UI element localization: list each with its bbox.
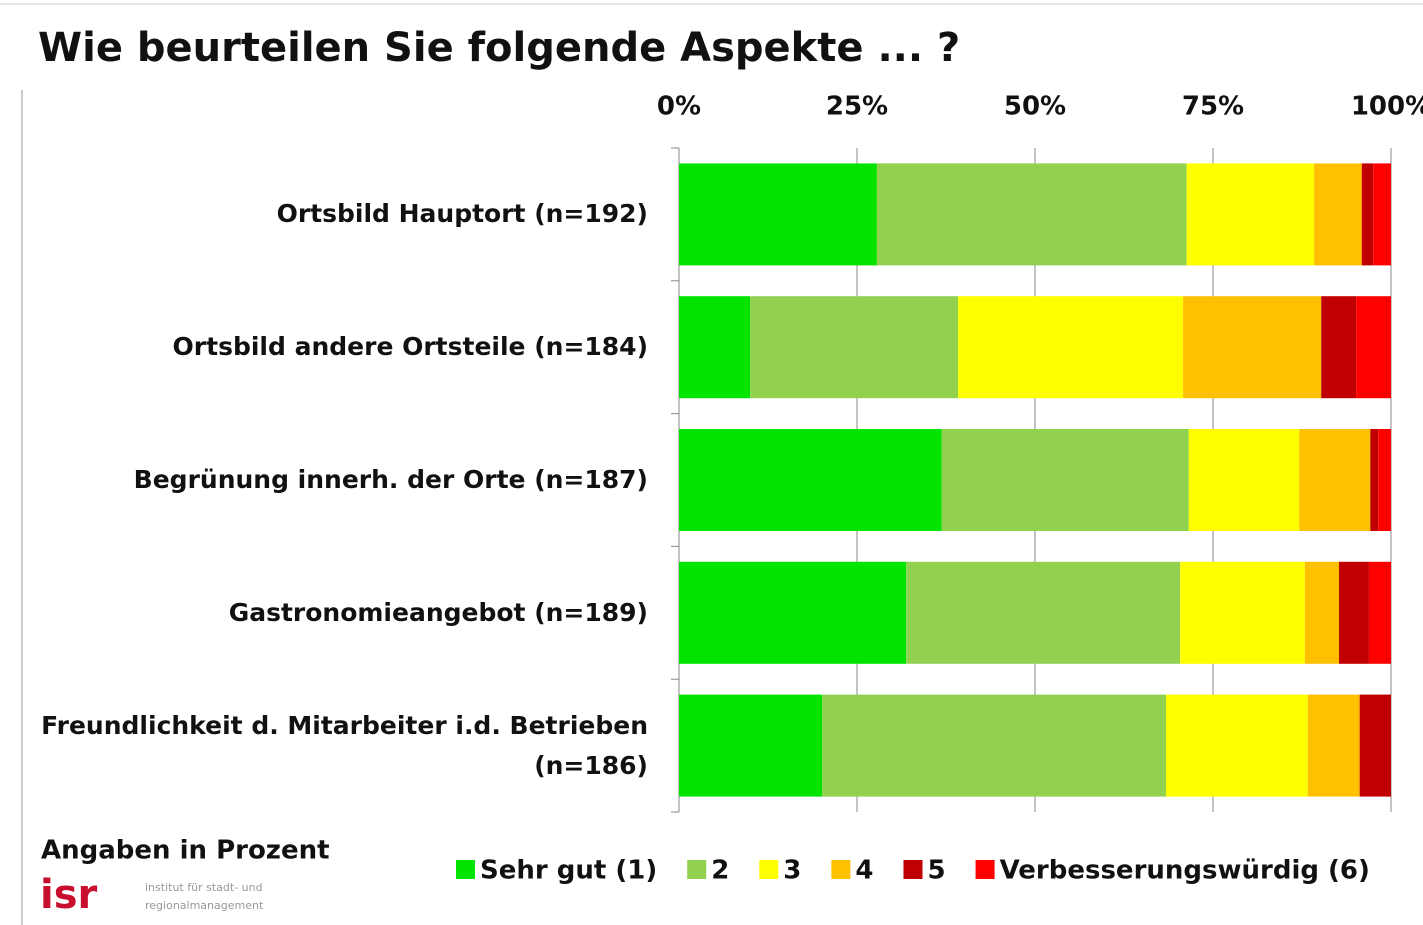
legend-swatch: [456, 860, 475, 879]
bar-segment: [679, 429, 942, 531]
x-tick-label: 75%: [1182, 92, 1244, 122]
legend-label: Sehr gut (1): [480, 856, 657, 886]
legend-label: 3: [783, 856, 801, 886]
bar-segment: [1361, 163, 1374, 266]
chart-title: Wie beurteilen Sie folgende Aspekte ... …: [38, 25, 960, 71]
x-tick-label: 100%: [1351, 92, 1423, 122]
legend-swatch: [903, 860, 923, 879]
bar-segment: [679, 296, 751, 399]
bar-segment: [1186, 163, 1315, 266]
x-tick-label: 50%: [1004, 92, 1066, 122]
legend-label: 2: [711, 856, 729, 886]
category-label: Gastronomieangebot (n=189): [228, 597, 648, 627]
category-label: Ortsbild Hauptort (n=192): [276, 199, 648, 229]
bar-segment: [1356, 296, 1391, 399]
bar-segment: [1180, 561, 1305, 664]
legend-swatch: [975, 860, 995, 879]
bar-segment: [679, 163, 877, 266]
bar-segment: [1378, 429, 1391, 531]
bar-segment: [906, 561, 1181, 664]
bar-segment: [1373, 163, 1391, 266]
legend-swatch: [759, 860, 779, 879]
bar-segment: [958, 296, 1184, 399]
bar-segment: [1166, 694, 1308, 797]
legend-swatch: [687, 860, 707, 879]
bar-segment: [876, 163, 1187, 266]
logo-name: isr: [40, 872, 98, 918]
legend-label: Verbesserungswürdig (6): [1000, 856, 1370, 886]
bar-segment: [750, 296, 959, 399]
bar-segment: [822, 694, 1167, 797]
bar-segment: [941, 429, 1189, 531]
category-label: Freundlichkeit d. Mitarbeiter i.d. Betri…: [41, 710, 648, 780]
bar-segment: [1368, 561, 1391, 664]
bar-segment: [1188, 429, 1300, 531]
bar-segment: [1299, 429, 1371, 531]
bar-segment: [1321, 296, 1357, 399]
bar-segment: [1304, 561, 1340, 664]
logo-text: institut für stadt- und: [145, 881, 263, 894]
legend-swatch: [831, 860, 851, 879]
category-label: Ortsbild andere Ortsteile (n=184): [172, 332, 648, 362]
category-label: Begrünung innerh. der Orte (n=187): [133, 465, 648, 494]
x-tick-label: 0%: [657, 92, 701, 122]
legend-label: 5: [927, 856, 945, 886]
bar-segment: [1314, 163, 1362, 266]
bar-segment: [1183, 296, 1322, 399]
logo-text: regionalmanagement: [145, 899, 264, 912]
bar-segment: [679, 694, 823, 797]
bar-segment: [1307, 694, 1360, 797]
bar-segment: [1370, 429, 1379, 531]
bar-segment: [1339, 561, 1369, 664]
bar-segment: [679, 561, 907, 664]
legend-label: 4: [855, 856, 873, 886]
bar-segment: [1359, 694, 1391, 797]
x-tick-label: 25%: [826, 92, 888, 122]
note: Angaben in Prozent: [41, 836, 330, 866]
